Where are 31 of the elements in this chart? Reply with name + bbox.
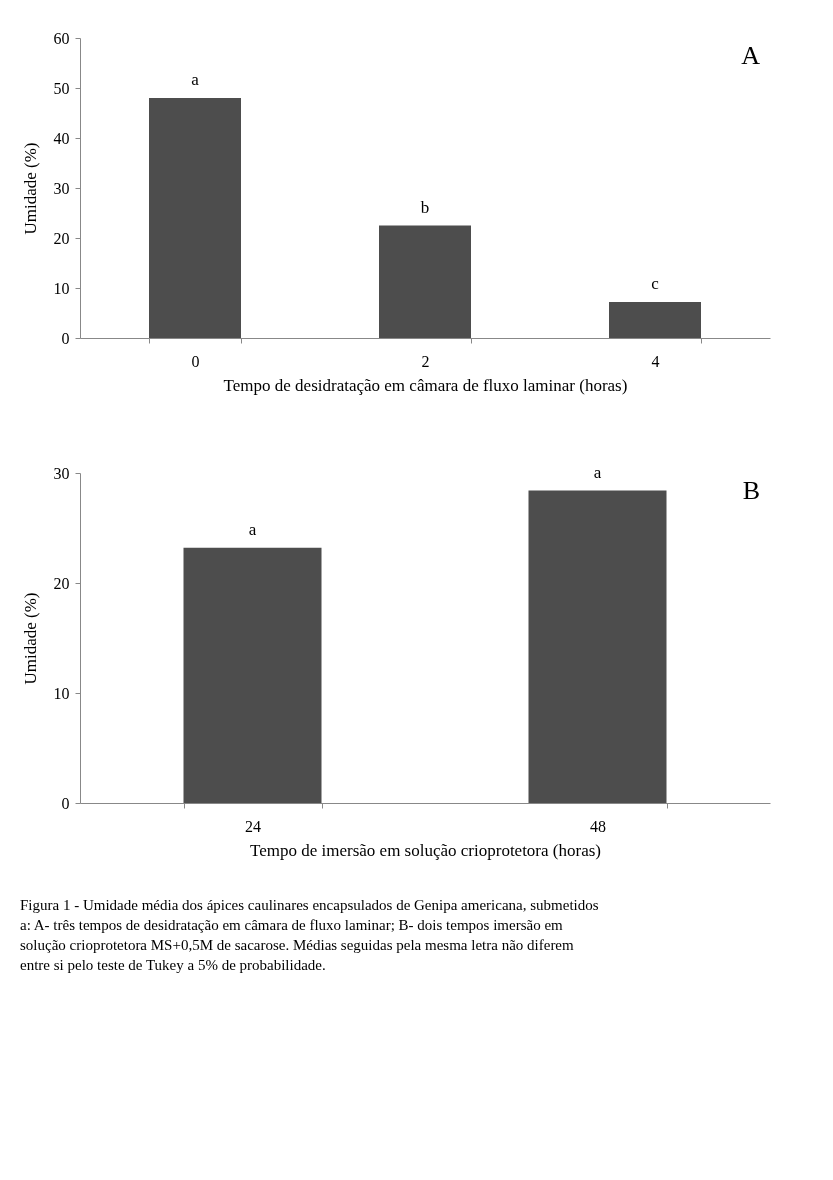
annotation: b <box>420 197 430 217</box>
x-axis-title: Tempo de desidratação em câmara de fluxo laminar (horas) <box>223 375 628 395</box>
bar <box>379 225 471 338</box>
y-tick-label: 50 <box>53 79 70 97</box>
y-tick-label: 0 <box>61 329 70 347</box>
y-tick-label: 10 <box>53 279 70 297</box>
annotation: a <box>248 519 257 539</box>
bar <box>149 98 241 338</box>
x-tick-label: 0 <box>191 352 200 370</box>
y-tick-label: 40 <box>53 129 70 147</box>
annotation: B <box>742 476 760 505</box>
annotation: A <box>741 41 761 70</box>
y-axis-title: Umidade (%) <box>20 592 40 685</box>
x-tick-label: 24 <box>245 817 261 835</box>
y-axis-title: Umidade (%) <box>20 142 40 235</box>
annotation: a <box>191 70 200 89</box>
annotation: a <box>593 462 602 482</box>
bar <box>609 302 701 338</box>
x-axis-title: Tempo de imersão em solução crioprotetora (horas) <box>250 840 601 860</box>
y-tick-label: 0 <box>61 794 70 812</box>
y-tick-label: 60 <box>53 29 70 47</box>
text: Figura 1 - Umidade média dos ápices caulinares encapsulados de Genipa americana, submetidos a: A- três tempos de desidratação em câmara de fluxo laminar; B- dois tempos imersão em solução crioprotetora MS+0,5M de sacarose. Médias seguidas pela mesma letra não diferem entre si pelo teste de Tukey a 5% de probabilidade. <box>20 897 599 973</box>
annotation: c <box>651 274 660 293</box>
y-tick-label: 20 <box>53 229 70 247</box>
x-tick-label: 48 <box>590 817 606 835</box>
y-tick-label: 20 <box>53 574 70 592</box>
y-tick-label: 30 <box>53 179 70 197</box>
x-tick-label: 2 <box>421 352 430 370</box>
y-tick-label: 10 <box>53 684 70 702</box>
y-tick-label: 30 <box>53 464 70 482</box>
x-tick-label: 4 <box>651 352 660 370</box>
